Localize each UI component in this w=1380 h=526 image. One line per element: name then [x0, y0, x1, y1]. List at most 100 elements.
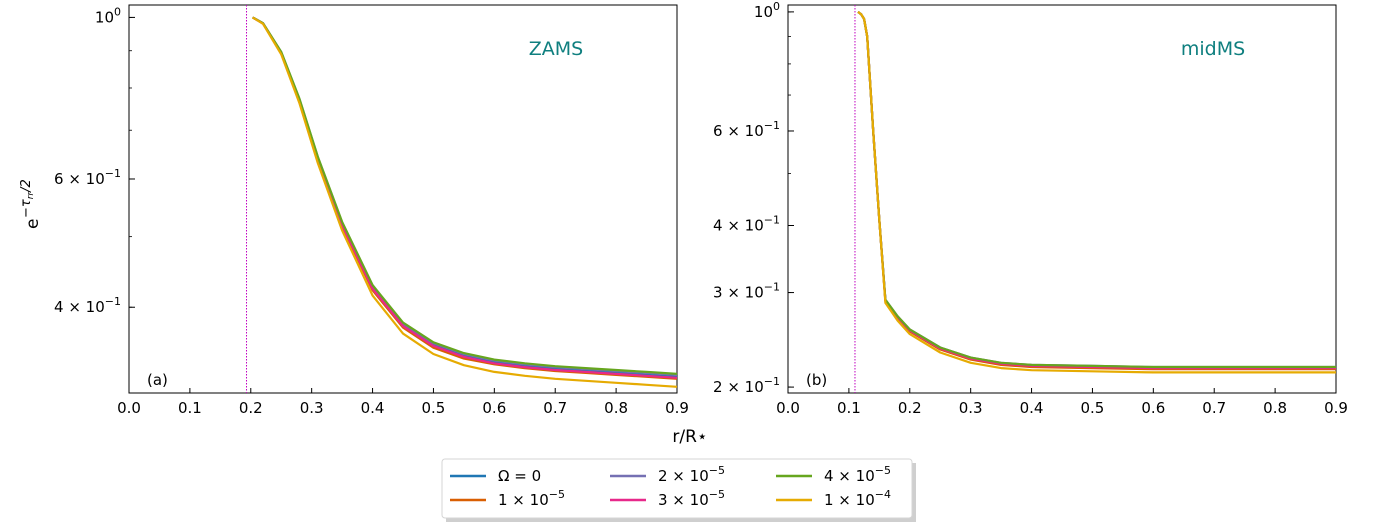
legend-entry-5: 1 × 10−4: [776, 488, 891, 509]
y-tick-label: 3 × 10−1: [713, 281, 780, 302]
series-line-3: [857, 11, 1336, 370]
series-line-0: [252, 16, 678, 378]
y-tick-label: 6 × 10−1: [54, 167, 121, 188]
y-tick-times: × 10: [723, 217, 764, 235]
y-tick-mantissa: 4: [713, 217, 723, 235]
panel-label: (b): [806, 371, 827, 389]
x-tick-label: 0.5: [1081, 399, 1105, 417]
x-tick-label: 0.1: [178, 399, 202, 417]
y-axis-label-exponent: −τrr/2: [19, 179, 36, 218]
x-tick-label: 0.5: [422, 399, 446, 417]
legend-entry-1: 1 × 10−5: [450, 488, 565, 509]
plot-frame: [128, 4, 678, 394]
legend-label: 1 × 10−5: [498, 488, 565, 509]
y-tick-exponent: −1: [764, 214, 780, 227]
series-line-2: [857, 11, 1336, 369]
legend-mantissa: 1 × 10: [824, 491, 875, 509]
legend-mantissa: 4 × 10: [824, 467, 875, 485]
legend-frame: [441, 458, 913, 519]
y-tick-base: 10: [754, 3, 773, 21]
x-tick-label: 0.9: [665, 399, 689, 417]
y-tick-times: × 10: [723, 122, 764, 140]
legend-exponent: −5: [875, 464, 891, 477]
x-tick-label: 0.2: [898, 399, 922, 417]
y-tick-mantissa: 6: [713, 122, 723, 140]
y-tick-label: 100: [95, 5, 121, 26]
y-tick-label: 4 × 10−1: [54, 295, 121, 316]
x-tick-label: 0.4: [361, 399, 385, 417]
series-line-5: [857, 11, 1336, 374]
x-tick-label: 0.3: [959, 399, 983, 417]
legend-mantissa: 3 × 10: [658, 491, 709, 509]
y-tick-times: × 10: [723, 378, 764, 396]
legend: Ω = 01 × 10−52 × 10−53 × 10−54 × 10−51 ×…: [441, 458, 916, 522]
y-tick-mantissa: 3: [713, 284, 723, 302]
x-tick-label: 0.3: [300, 399, 324, 417]
x-tick-label: 0.6: [1141, 399, 1165, 417]
legend-exponent: −5: [709, 488, 725, 501]
x-tick-label: 0.7: [1202, 399, 1226, 417]
series-line-1: [252, 16, 678, 380]
y-tick-times: × 10: [723, 284, 764, 302]
legend-entry-0: Ω = 0: [450, 467, 541, 485]
x-tick-label: 0.4: [1020, 399, 1044, 417]
y-tick-label: 4 × 10−1: [713, 214, 780, 235]
y-tick-exponent: −1: [105, 295, 121, 308]
x-tick-label: 0.8: [604, 399, 628, 417]
y-tick-exponent: −1: [764, 281, 780, 294]
y-tick-exponent: −1: [764, 119, 780, 132]
y-tick-mantissa: 2: [713, 378, 723, 396]
y-tick-mantissa: 6: [54, 170, 64, 188]
legend-exponent: −5: [549, 488, 565, 501]
x-tick-label: 0.8: [1263, 399, 1287, 417]
x-tick-label: 0.0: [117, 399, 141, 417]
series-line-1: [857, 11, 1336, 371]
panel-label: (a): [147, 371, 168, 389]
series-line-4: [857, 11, 1336, 369]
x-tick-label: 0.2: [239, 399, 263, 417]
series-line-3: [252, 16, 678, 379]
stage-annotation: midMS: [1181, 38, 1245, 60]
y-tick-exponent: −1: [764, 375, 780, 388]
y-tick-times: × 10: [64, 298, 105, 316]
y-axis-label-base: e: [23, 219, 43, 229]
series-line-5: [252, 16, 678, 388]
y-tick-label: 6 × 10−1: [713, 119, 780, 140]
x-tick-label: 0.0: [776, 399, 800, 417]
y-tick-label: 2 × 10−1: [713, 375, 780, 396]
legend-exponent: −5: [709, 464, 725, 477]
x-axis-label: r/R⋆: [672, 427, 707, 447]
legend-entry-2: 2 × 10−5: [610, 464, 725, 485]
y-axis-label: e −τrr/2: [19, 179, 43, 229]
x-tick-label: 0.6: [482, 399, 506, 417]
legend-mantissa: 2 × 10: [658, 467, 709, 485]
legend-entry-4: 4 × 10−5: [776, 464, 891, 485]
legend-label: Ω = 0: [498, 467, 541, 485]
legend-label: 1 × 10−4: [824, 488, 891, 509]
y-tick-exponent: 0: [114, 5, 121, 18]
stage-annotation: ZAMS: [529, 38, 583, 60]
x-tick-label: 0.1: [837, 399, 861, 417]
x-tick-label: 0.7: [543, 399, 567, 417]
legend-exponent: −4: [875, 488, 891, 501]
legend-text: Ω = 0: [498, 467, 541, 485]
y-tick-times: × 10: [64, 170, 105, 188]
y-tick-exponent: −1: [105, 167, 121, 180]
legend-label: 3 × 10−5: [658, 488, 725, 509]
y-tick-label: 100: [754, 0, 780, 21]
series-line-0: [857, 11, 1336, 370]
legend-label: 4 × 10−5: [824, 464, 891, 485]
legend-mantissa: 1 × 10: [498, 491, 549, 509]
series-line-2: [252, 16, 678, 376]
x-tick-label: 0.9: [1324, 399, 1348, 417]
legend-entry-3: 3 × 10−5: [610, 488, 725, 509]
y-tick-mantissa: 4: [54, 298, 64, 316]
legend-label: 2 × 10−5: [658, 464, 725, 485]
plot-frame: [787, 4, 1337, 394]
y-tick-exponent: 0: [773, 0, 780, 13]
y-tick-base: 10: [95, 8, 114, 26]
series-line-4: [252, 16, 678, 375]
